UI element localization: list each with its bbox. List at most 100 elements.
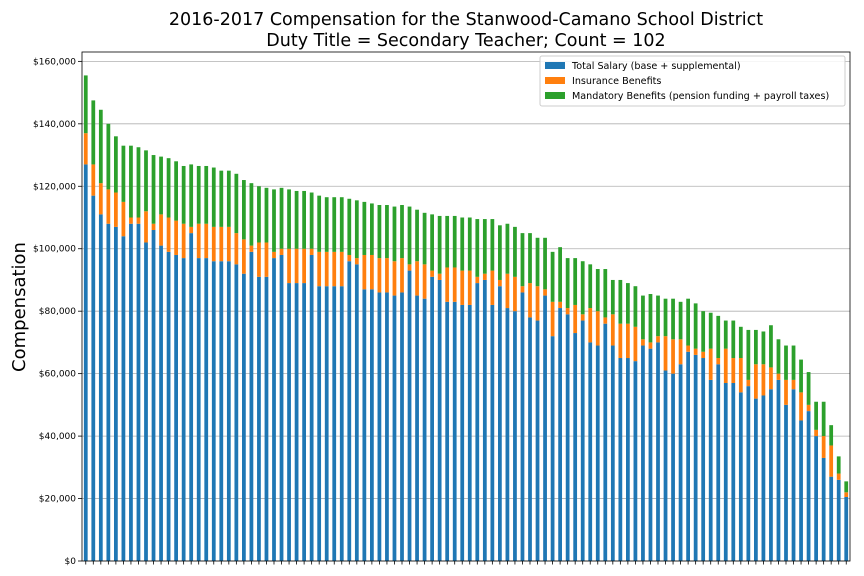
bar-segment bbox=[422, 298, 427, 561]
bar-segment bbox=[618, 323, 623, 359]
bar-segment bbox=[98, 214, 103, 561]
bar-segment bbox=[362, 201, 367, 255]
legend-swatch bbox=[545, 62, 565, 69]
bar-segment bbox=[498, 225, 502, 280]
bar-segment bbox=[166, 251, 171, 561]
bar-segment bbox=[573, 258, 578, 305]
axes: $0 $20,000 $40,000 $60,000 $80,000 $100,000 $1… bbox=[33, 51, 851, 567]
bar-segment bbox=[626, 358, 630, 561]
bar-segment bbox=[294, 283, 299, 561]
bar-segment bbox=[302, 248, 306, 284]
bar-segment bbox=[686, 345, 690, 352]
bar-segment bbox=[799, 420, 803, 561]
gridlines bbox=[82, 60, 850, 562]
bar-segment bbox=[610, 345, 615, 561]
bar-segment bbox=[656, 295, 660, 337]
bar-segment bbox=[91, 100, 96, 165]
bar-segment bbox=[294, 248, 299, 284]
bar-segment bbox=[550, 301, 555, 337]
bar-segment bbox=[91, 164, 96, 196]
bar-segment bbox=[806, 404, 811, 412]
y-tick-label: $100,000 bbox=[33, 245, 76, 255]
bar-segment bbox=[573, 333, 578, 561]
bar-segment bbox=[279, 248, 284, 255]
bar-segment bbox=[211, 167, 216, 227]
bar-segment bbox=[422, 212, 427, 265]
bar-segment bbox=[174, 220, 178, 255]
bar-segment bbox=[242, 273, 246, 561]
y-tick-label: $120,000 bbox=[33, 182, 76, 192]
bar-segment bbox=[663, 370, 668, 561]
bar-segment bbox=[332, 197, 337, 252]
bar-segment bbox=[317, 251, 322, 287]
bar-segment bbox=[204, 223, 209, 259]
chart-subtitle: Duty Title = Secondary Teacher; Count = … bbox=[266, 31, 665, 51]
bar-segment bbox=[844, 481, 849, 493]
bar-segment bbox=[317, 195, 322, 252]
bar-segment bbox=[761, 395, 766, 561]
bar-segment bbox=[114, 136, 118, 193]
bar-segment bbox=[761, 364, 766, 396]
bar-segment bbox=[226, 170, 231, 227]
bar-segment bbox=[98, 109, 103, 184]
chart-title: 2016-2017 Compensation for the Stanwood-… bbox=[169, 10, 763, 30]
bar-segment bbox=[129, 145, 133, 218]
bar-segment bbox=[354, 264, 359, 561]
bar-segment bbox=[821, 401, 826, 437]
bar-segment bbox=[558, 301, 562, 309]
bar-segment bbox=[174, 254, 178, 561]
legend-label: Mandatory Benefits (pension funding + pa… bbox=[572, 91, 829, 102]
bar-segment bbox=[445, 267, 450, 302]
bar-segment bbox=[324, 251, 329, 287]
bar-segment bbox=[648, 342, 653, 349]
bar-segment bbox=[83, 164, 88, 561]
bar-segment bbox=[550, 336, 555, 561]
bar-segment bbox=[754, 398, 758, 561]
bar-segment bbox=[814, 429, 818, 437]
bar-segment bbox=[769, 367, 773, 390]
bar-segment bbox=[332, 251, 337, 287]
bar-segment bbox=[475, 283, 480, 561]
bar-segment bbox=[234, 264, 239, 561]
bar-segment bbox=[452, 301, 457, 561]
bar-segment bbox=[814, 436, 818, 561]
bar-segment bbox=[641, 345, 645, 561]
bar-segment bbox=[204, 165, 209, 224]
bar-segment bbox=[272, 189, 276, 252]
plot-frame bbox=[81, 51, 851, 562]
y-tick-label: $40,000 bbox=[39, 432, 76, 442]
bar-segment bbox=[385, 292, 389, 561]
bar-segment bbox=[505, 273, 510, 309]
bar-segment bbox=[287, 248, 291, 284]
bar-segment bbox=[513, 311, 517, 561]
bar-segment bbox=[769, 389, 773, 561]
bar-segment bbox=[264, 242, 269, 277]
bar-segment bbox=[520, 286, 525, 293]
bar-segment bbox=[686, 351, 690, 561]
bar-segment bbox=[415, 295, 419, 561]
bar-segment bbox=[829, 476, 834, 561]
bar-segment bbox=[392, 295, 397, 561]
bar-segment bbox=[829, 445, 834, 477]
bar-segment bbox=[693, 303, 698, 349]
bar-segment bbox=[513, 276, 517, 312]
bar-segment bbox=[392, 206, 397, 262]
bar-segment bbox=[633, 286, 638, 327]
bar-segment bbox=[445, 215, 450, 268]
bar-segment bbox=[528, 283, 532, 318]
bar-segment bbox=[784, 379, 788, 405]
bar-segment bbox=[400, 205, 404, 259]
bar-segment bbox=[580, 261, 585, 315]
bar-segment bbox=[362, 254, 367, 290]
bar-segment bbox=[671, 339, 675, 374]
bar-segment bbox=[829, 425, 834, 446]
bar-segment bbox=[407, 264, 412, 271]
bar-segment bbox=[708, 348, 713, 380]
bar-segment bbox=[520, 233, 525, 287]
bar-segment bbox=[482, 273, 487, 280]
bar-segment bbox=[731, 358, 736, 384]
bar-segment bbox=[129, 217, 133, 224]
bar-segment bbox=[121, 236, 126, 561]
bar-segment bbox=[693, 348, 698, 355]
